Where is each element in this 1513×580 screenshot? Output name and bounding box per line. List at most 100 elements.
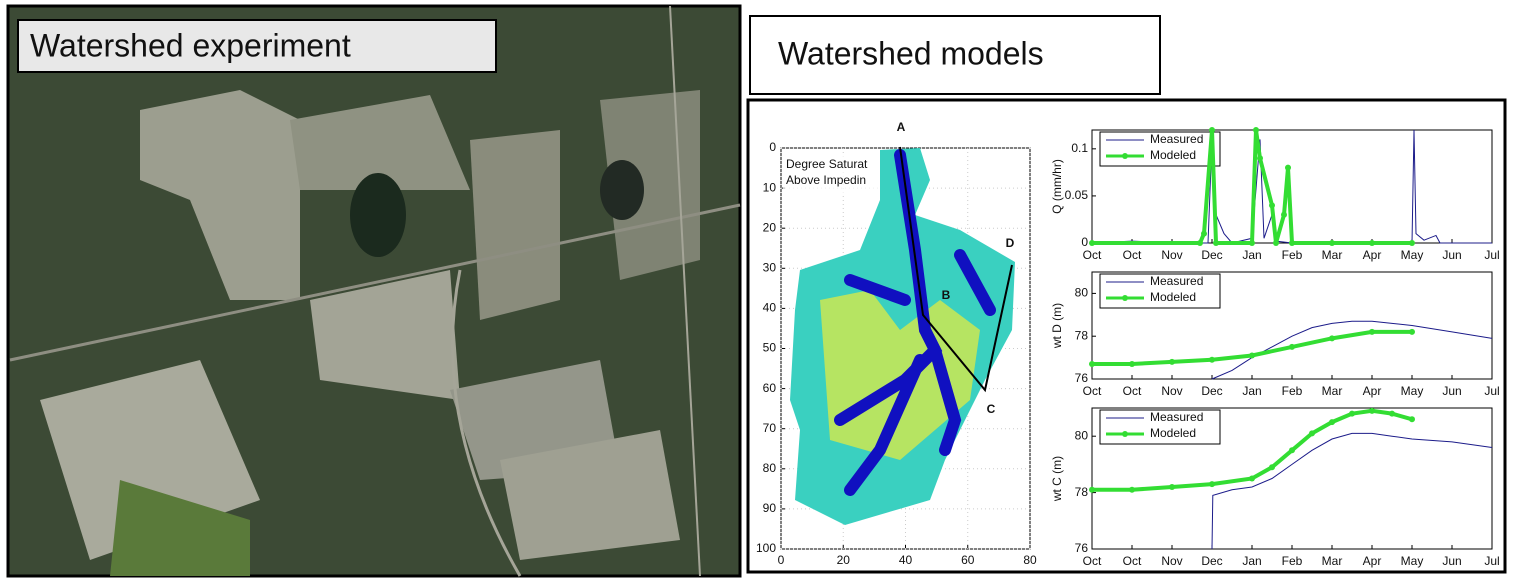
x-tick-label: Oct	[1123, 248, 1142, 262]
series-marker	[1249, 352, 1255, 358]
x-tick-label: 0	[778, 553, 785, 567]
x-tick-label: Jan	[1242, 554, 1261, 568]
series-marker	[1253, 127, 1259, 133]
series-marker	[1249, 476, 1255, 482]
series-marker	[1285, 165, 1291, 171]
panel-title: Watershed models	[778, 35, 1044, 71]
y-tick-label: 0	[769, 140, 776, 154]
y-axis-label: wt D (m)	[1050, 303, 1064, 349]
x-tick-label: Dec	[1201, 554, 1222, 568]
legend-marker	[1122, 153, 1128, 159]
point-label: C	[987, 402, 996, 416]
x-tick-label: Feb	[1282, 384, 1303, 398]
y-tick-label: 40	[763, 301, 777, 315]
series-marker	[1329, 419, 1335, 425]
series-marker	[1369, 329, 1375, 335]
annotation: Above Impedin	[786, 173, 866, 187]
y-tick-label: 0	[1081, 235, 1088, 249]
series-marker	[1169, 359, 1175, 365]
x-tick-label: Apr	[1363, 248, 1382, 262]
series-marker	[1089, 361, 1095, 367]
x-tick-label: May	[1401, 248, 1424, 262]
x-tick-label: Jan	[1242, 248, 1261, 262]
point-label: A	[897, 120, 906, 134]
y-tick-label: 0.05	[1065, 188, 1089, 202]
series-marker	[1369, 240, 1375, 246]
series-marker	[1129, 487, 1135, 493]
series-marker	[1329, 240, 1335, 246]
y-tick-label: 60	[763, 381, 777, 395]
x-tick-label: Oct	[1083, 248, 1102, 262]
series-marker	[1273, 240, 1279, 246]
x-tick-label: Nov	[1161, 554, 1182, 568]
series-marker	[1169, 484, 1175, 490]
legend-label: Modeled	[1150, 426, 1196, 440]
legend-marker	[1122, 295, 1128, 301]
x-tick-label: Feb	[1282, 554, 1303, 568]
x-tick-label: Oct	[1083, 554, 1102, 568]
series-marker	[1249, 240, 1255, 246]
series-marker	[1349, 411, 1355, 417]
y-tick-label: 80	[763, 461, 777, 475]
x-tick-label: Jul	[1484, 554, 1499, 568]
x-tick-label: Oct	[1083, 384, 1102, 398]
legend-label: Measured	[1150, 274, 1203, 288]
y-axis-label: wt C (m)	[1050, 456, 1064, 502]
x-tick-label: Jul	[1484, 248, 1499, 262]
y-tick-label: 10	[763, 180, 777, 194]
y-tick-label: 30	[763, 260, 777, 274]
series-marker	[1209, 481, 1215, 487]
y-tick-label: 100	[756, 541, 776, 555]
slide: Watershed experiment Watershed models 02…	[0, 0, 1513, 580]
y-tick-label: 78	[1075, 328, 1089, 342]
x-tick-label: Mar	[1322, 248, 1343, 262]
x-tick-label: Jan	[1242, 384, 1261, 398]
page: Watershed experiment Watershed models 02…	[0, 0, 1513, 580]
series-marker	[1201, 231, 1207, 237]
series-marker	[1409, 416, 1415, 422]
legend-label: Measured	[1150, 410, 1203, 424]
series-marker	[1289, 344, 1295, 350]
annotation: Degree Saturat	[786, 157, 868, 171]
x-tick-label: May	[1401, 384, 1424, 398]
series-marker	[1369, 408, 1375, 414]
series-marker	[1129, 361, 1135, 367]
series-marker	[1409, 329, 1415, 335]
x-tick-label: 80	[1023, 553, 1037, 567]
y-tick-label: 0.1	[1071, 141, 1088, 155]
legend-label: Measured	[1150, 132, 1203, 146]
series-marker	[1089, 487, 1095, 493]
series-marker	[1409, 240, 1415, 246]
y-tick-label: 20	[763, 220, 777, 234]
series-marker	[1089, 240, 1095, 246]
series-marker	[1257, 155, 1263, 161]
series-marker	[1309, 430, 1315, 436]
series-marker	[1213, 240, 1219, 246]
point-label: D	[1006, 236, 1015, 250]
x-tick-label: 60	[961, 553, 975, 567]
y-tick-label: 90	[763, 501, 777, 515]
y-tick-label: 78	[1075, 485, 1089, 499]
x-tick-label: May	[1401, 554, 1424, 568]
series-marker	[1209, 127, 1215, 133]
legend-label: Modeled	[1150, 290, 1196, 304]
x-tick-label: Jun	[1442, 554, 1461, 568]
y-tick-label: 70	[763, 421, 777, 435]
x-tick-label: Jun	[1442, 248, 1461, 262]
x-tick-label: Mar	[1322, 384, 1343, 398]
x-tick-label: Dec	[1201, 384, 1222, 398]
x-tick-label: Feb	[1282, 248, 1303, 262]
x-tick-label: Apr	[1363, 384, 1382, 398]
series-marker	[1289, 447, 1295, 453]
aerial-photo	[8, 6, 740, 576]
y-tick-label: 76	[1075, 371, 1089, 385]
series-marker	[1209, 357, 1215, 363]
y-tick-label: 50	[763, 341, 777, 355]
x-tick-label: 20	[837, 553, 851, 567]
point-label: B	[942, 288, 951, 302]
series-marker	[1329, 335, 1335, 341]
series-marker	[1269, 464, 1275, 470]
series-marker	[1289, 240, 1295, 246]
x-tick-label: 40	[899, 553, 913, 567]
x-tick-label: Nov	[1161, 384, 1182, 398]
